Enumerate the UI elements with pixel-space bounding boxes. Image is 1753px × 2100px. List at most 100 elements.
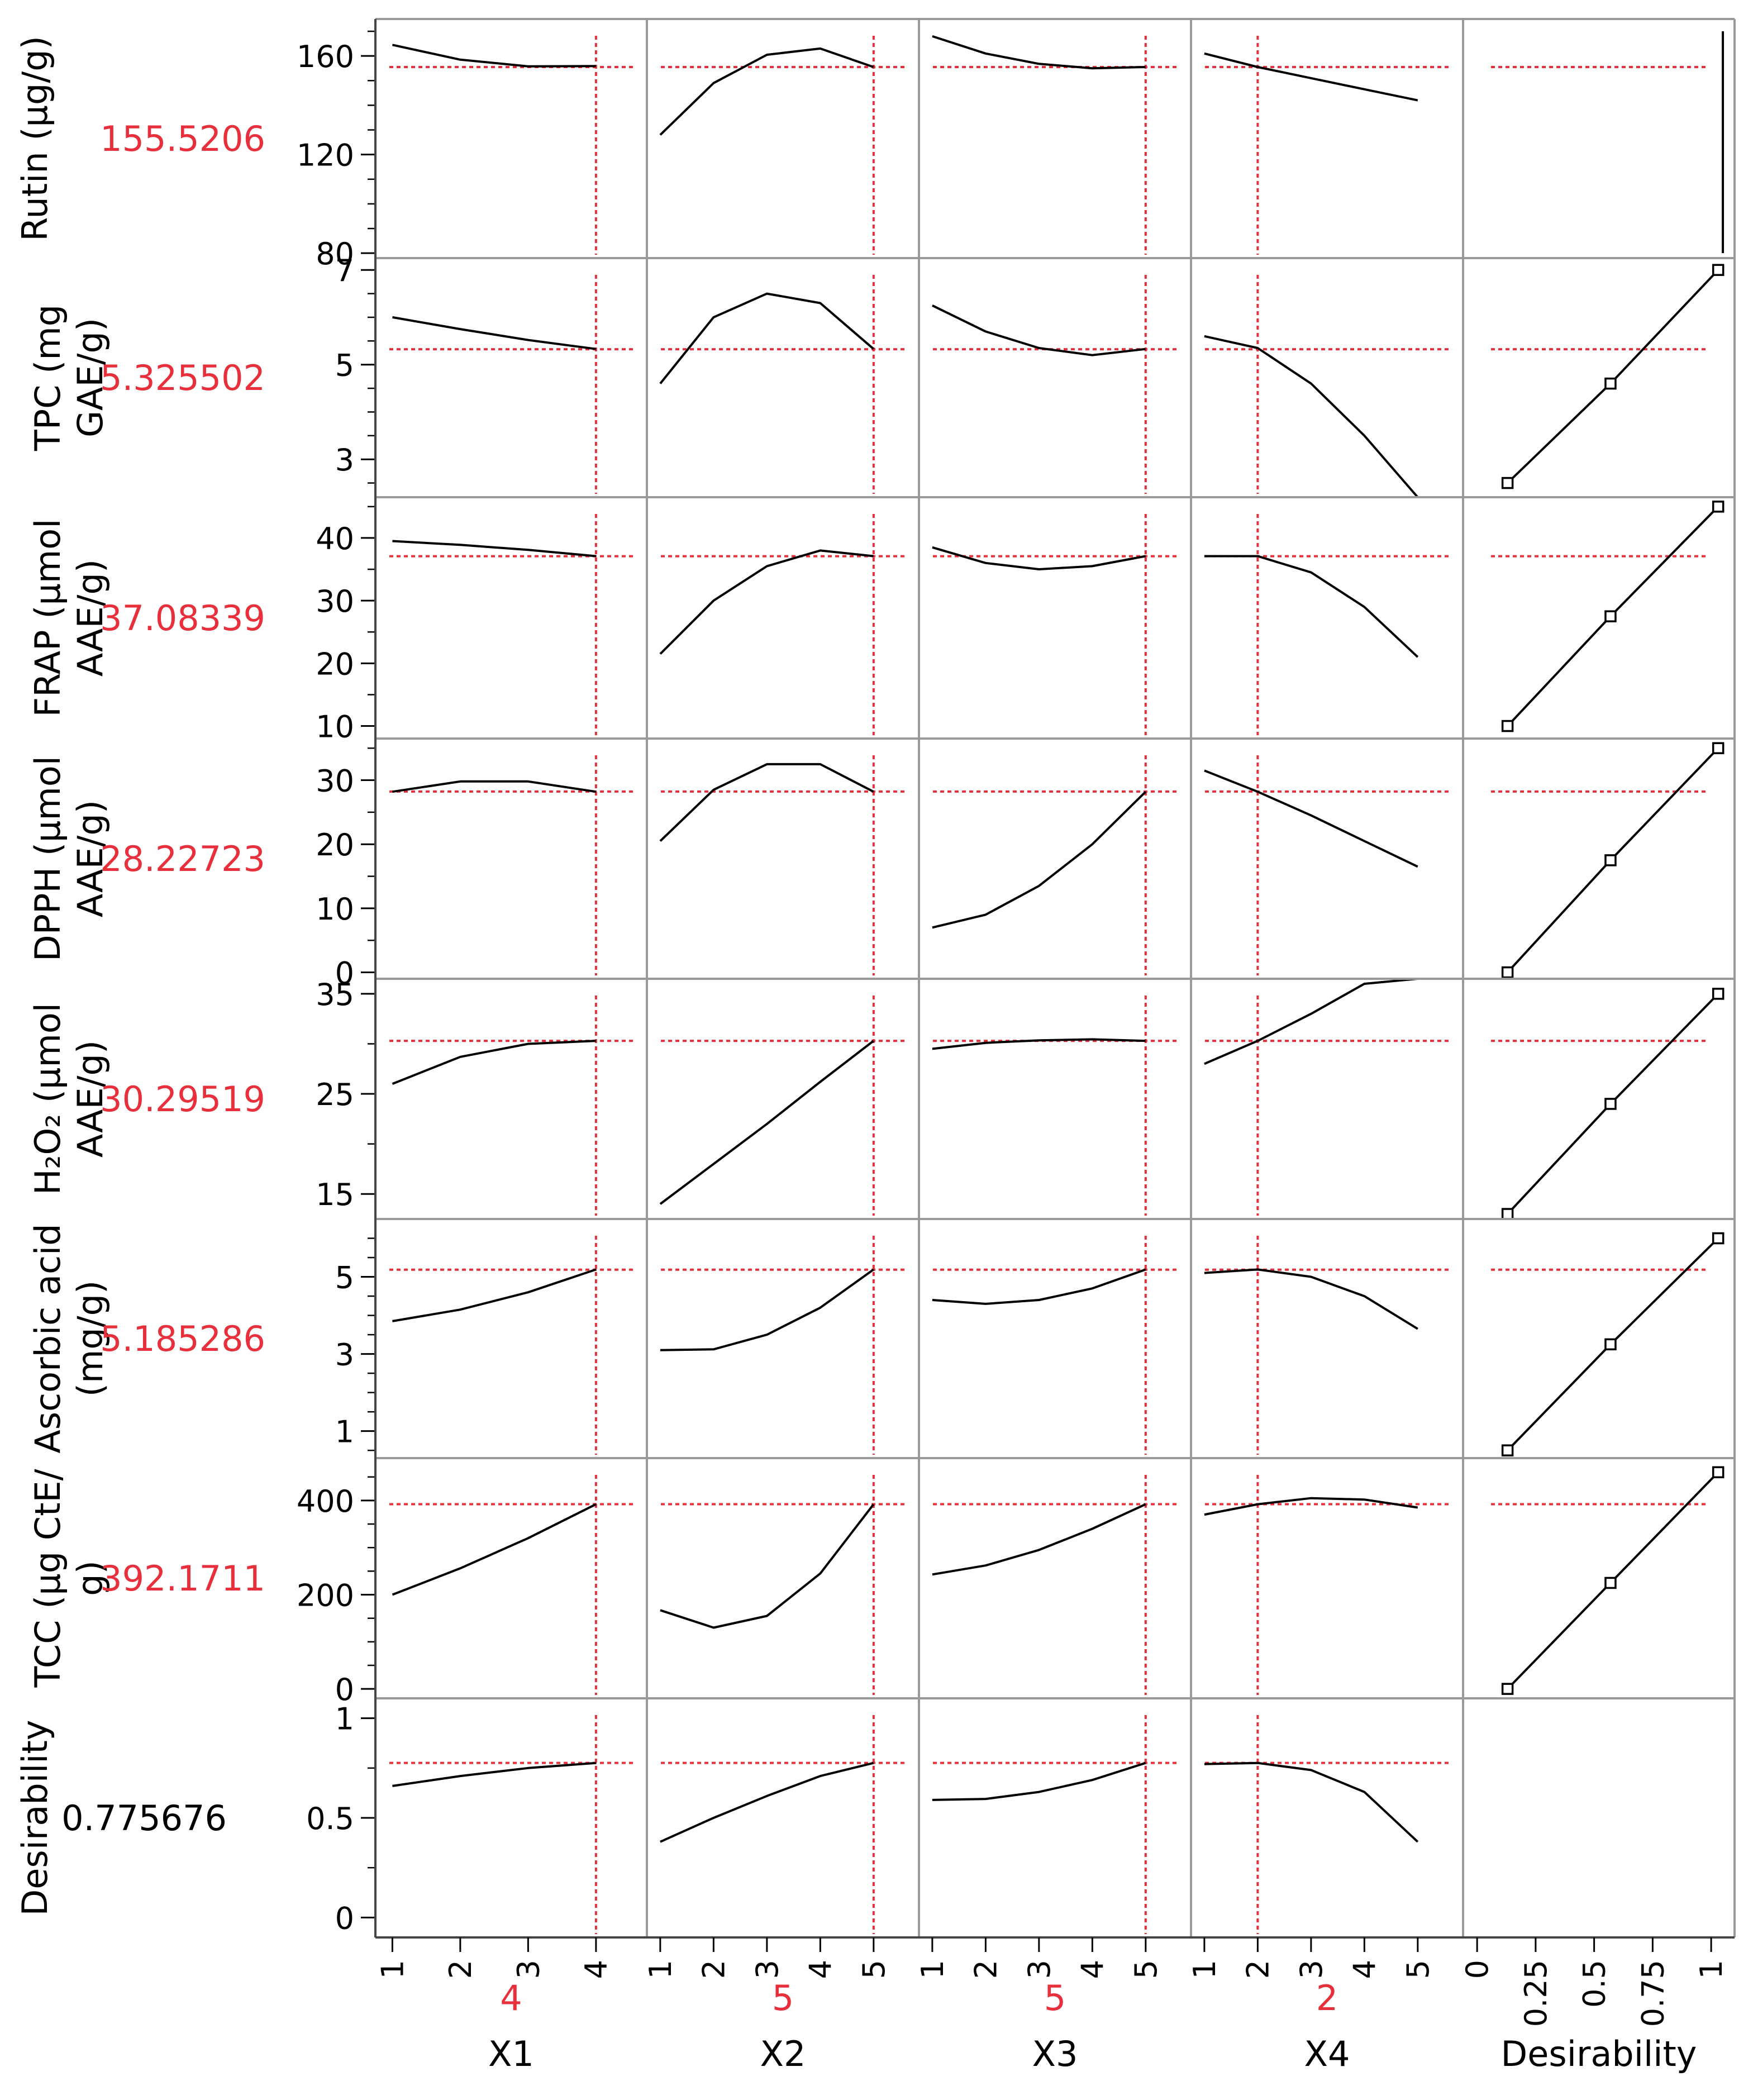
- x-tick-label: 2: [968, 1960, 1003, 1979]
- profile-trace-x3: [932, 35, 1146, 70]
- profile-trace-x1: [392, 540, 597, 558]
- profile-trace-x3: [932, 1038, 1146, 1050]
- factor-name: X1: [488, 2034, 534, 2074]
- x-tick-label: 5: [1128, 1960, 1164, 1979]
- x-tick-label: 3: [750, 1960, 785, 1979]
- profile-trace-x4: [1204, 978, 1418, 1065]
- profile-trace-x2: [659, 549, 874, 655]
- response-label: Desirability: [15, 1720, 55, 1916]
- profile-trace-x4: [1204, 555, 1419, 658]
- desirability-handle[interactable]: [1604, 854, 1617, 866]
- x-tick-label: 5: [856, 1960, 892, 1979]
- desirability-handle[interactable]: [1712, 264, 1725, 276]
- y-tick-label: 40: [316, 521, 354, 556]
- factor-setting-value[interactable]: 5: [1044, 1978, 1066, 2018]
- response-row-7: TCC (µg CtE/g)392.1711 0 200 400: [27, 1466, 1725, 1707]
- desirability-handle[interactable]: [1501, 1444, 1514, 1456]
- response-label-line: GAE/g): [70, 318, 111, 437]
- profile-trace-x2: [660, 1268, 874, 1351]
- y-tick-label: 35: [316, 977, 354, 1012]
- desirability-handle[interactable]: [1712, 1466, 1725, 1479]
- response-label-line: AAE/g): [70, 800, 111, 917]
- y-tick-label: 20: [316, 646, 354, 682]
- y-tick-label: 1: [335, 1415, 354, 1450]
- x-tick-label: 0.75: [1635, 1960, 1670, 2027]
- response-label: Rutin (µg/g): [15, 36, 55, 241]
- profile-trace-x4: [1204, 1761, 1419, 1843]
- y-tick-label: 20: [316, 827, 354, 863]
- profile-trace-x3: [932, 1268, 1146, 1305]
- response-label: TPC (mgGAE/g): [27, 304, 111, 451]
- response-label-line: TCC (µg CtE/: [27, 1469, 68, 1688]
- response-label: Ascorbic acid(mg/g): [27, 1223, 111, 1453]
- factor-name: X4: [1304, 2034, 1350, 2074]
- factor-setting-value[interactable]: 5: [772, 1978, 794, 2018]
- desirability-handle[interactable]: [1604, 1577, 1617, 1589]
- response-row-1: Rutin (µg/g) 155.5206 80 120 160: [15, 30, 1725, 272]
- response-label-line: TPC (mg: [27, 304, 68, 451]
- response-label-line: Ascorbic acid: [27, 1223, 68, 1453]
- profile-trace-x3: [932, 791, 1147, 929]
- y-tick-label: 3: [335, 442, 354, 478]
- desirability-handle[interactable]: [1501, 966, 1514, 979]
- current-desirability-value: 0.775676: [61, 1798, 227, 1839]
- desirability-handle[interactable]: [1501, 720, 1514, 732]
- profile-trace-x2: [659, 47, 874, 136]
- x-tick-label: 4: [803, 1960, 838, 1979]
- x-tick-label: 3: [1294, 1960, 1329, 1979]
- desirability-handle[interactable]: [1501, 477, 1514, 489]
- response-row-5: H₂O₂ (µmolAAE/g)30.29519 15 25 35: [27, 977, 1725, 1220]
- x-tick-label: 4: [1347, 1960, 1382, 1979]
- desirability-handle[interactable]: [1712, 742, 1725, 754]
- current-predicted-value: 155.5206: [100, 118, 265, 159]
- profile-trace-x1: [392, 1268, 597, 1322]
- desirability-handle[interactable]: [1712, 1232, 1725, 1245]
- response-row-6: Ascorbic acid(mg/g)5.185286 1 3 5: [27, 1223, 1725, 1456]
- current-predicted-value: 30.29519: [100, 1079, 265, 1120]
- y-tick-label: 0: [335, 1901, 354, 1936]
- y-tick-label: 15: [316, 1177, 354, 1212]
- response-label-line: AAE/g): [70, 559, 111, 677]
- profile-trace-x1: [392, 1761, 597, 1787]
- desirability-handle[interactable]: [1604, 1338, 1617, 1351]
- profile-trace-x3: [932, 1503, 1146, 1576]
- y-tick-label: 200: [297, 1578, 354, 1613]
- y-tick-label: 120: [297, 138, 354, 173]
- y-tick-label: 30: [316, 764, 354, 799]
- profile-trace-x1: [392, 44, 596, 68]
- x-tick-label: 0: [1460, 1960, 1495, 1979]
- profile-trace-x3: [932, 304, 1146, 356]
- y-tick-label: 1: [335, 1702, 354, 1737]
- desirability-handle[interactable]: [1604, 1098, 1617, 1110]
- x-tick-label: 0.25: [1518, 1960, 1554, 2027]
- x-tick-label: 5: [1401, 1960, 1436, 1979]
- y-tick-label: 7: [335, 253, 354, 288]
- profile-trace-x3: [932, 546, 1146, 570]
- y-tick-label: 0.5: [306, 1801, 354, 1836]
- desirability-handle[interactable]: [1712, 501, 1725, 513]
- profile-trace-x4: [1204, 335, 1419, 498]
- current-predicted-value: 5.325502: [100, 358, 265, 398]
- x-tick-label: 2: [696, 1960, 731, 1979]
- desirability-handle[interactable]: [1501, 1208, 1514, 1220]
- y-tick-label: 80: [316, 236, 354, 272]
- y-tick-label: 0: [335, 1672, 354, 1707]
- profile-trace-x1: [392, 780, 597, 793]
- profile-trace-x4: [1204, 769, 1418, 868]
- response-label-line: Rutin (µg/g): [15, 36, 55, 241]
- desirability-handle[interactable]: [1604, 610, 1617, 622]
- desirability-handle[interactable]: [1712, 988, 1725, 1000]
- factor-setting-value[interactable]: 4: [500, 1978, 522, 2018]
- response-label: H₂O₂ (µmolAAE/g): [27, 1003, 111, 1195]
- x-axis-x3: 1 2 3 4 5 5 X3: [915, 1937, 1164, 2074]
- y-tick-label: 5: [335, 348, 354, 383]
- profile-trace-x4: [1204, 1268, 1418, 1330]
- desirability-handle[interactable]: [1604, 377, 1617, 390]
- desirability-handle[interactable]: [1501, 1683, 1514, 1695]
- profile-trace-x3: [932, 1761, 1146, 1801]
- profile-trace-x2: [659, 763, 874, 842]
- response-row-4: DPPH (µmolAAE/g)28.22723 0 10 20 30: [27, 742, 1725, 991]
- factor-setting-value[interactable]: 2: [1316, 1978, 1338, 2018]
